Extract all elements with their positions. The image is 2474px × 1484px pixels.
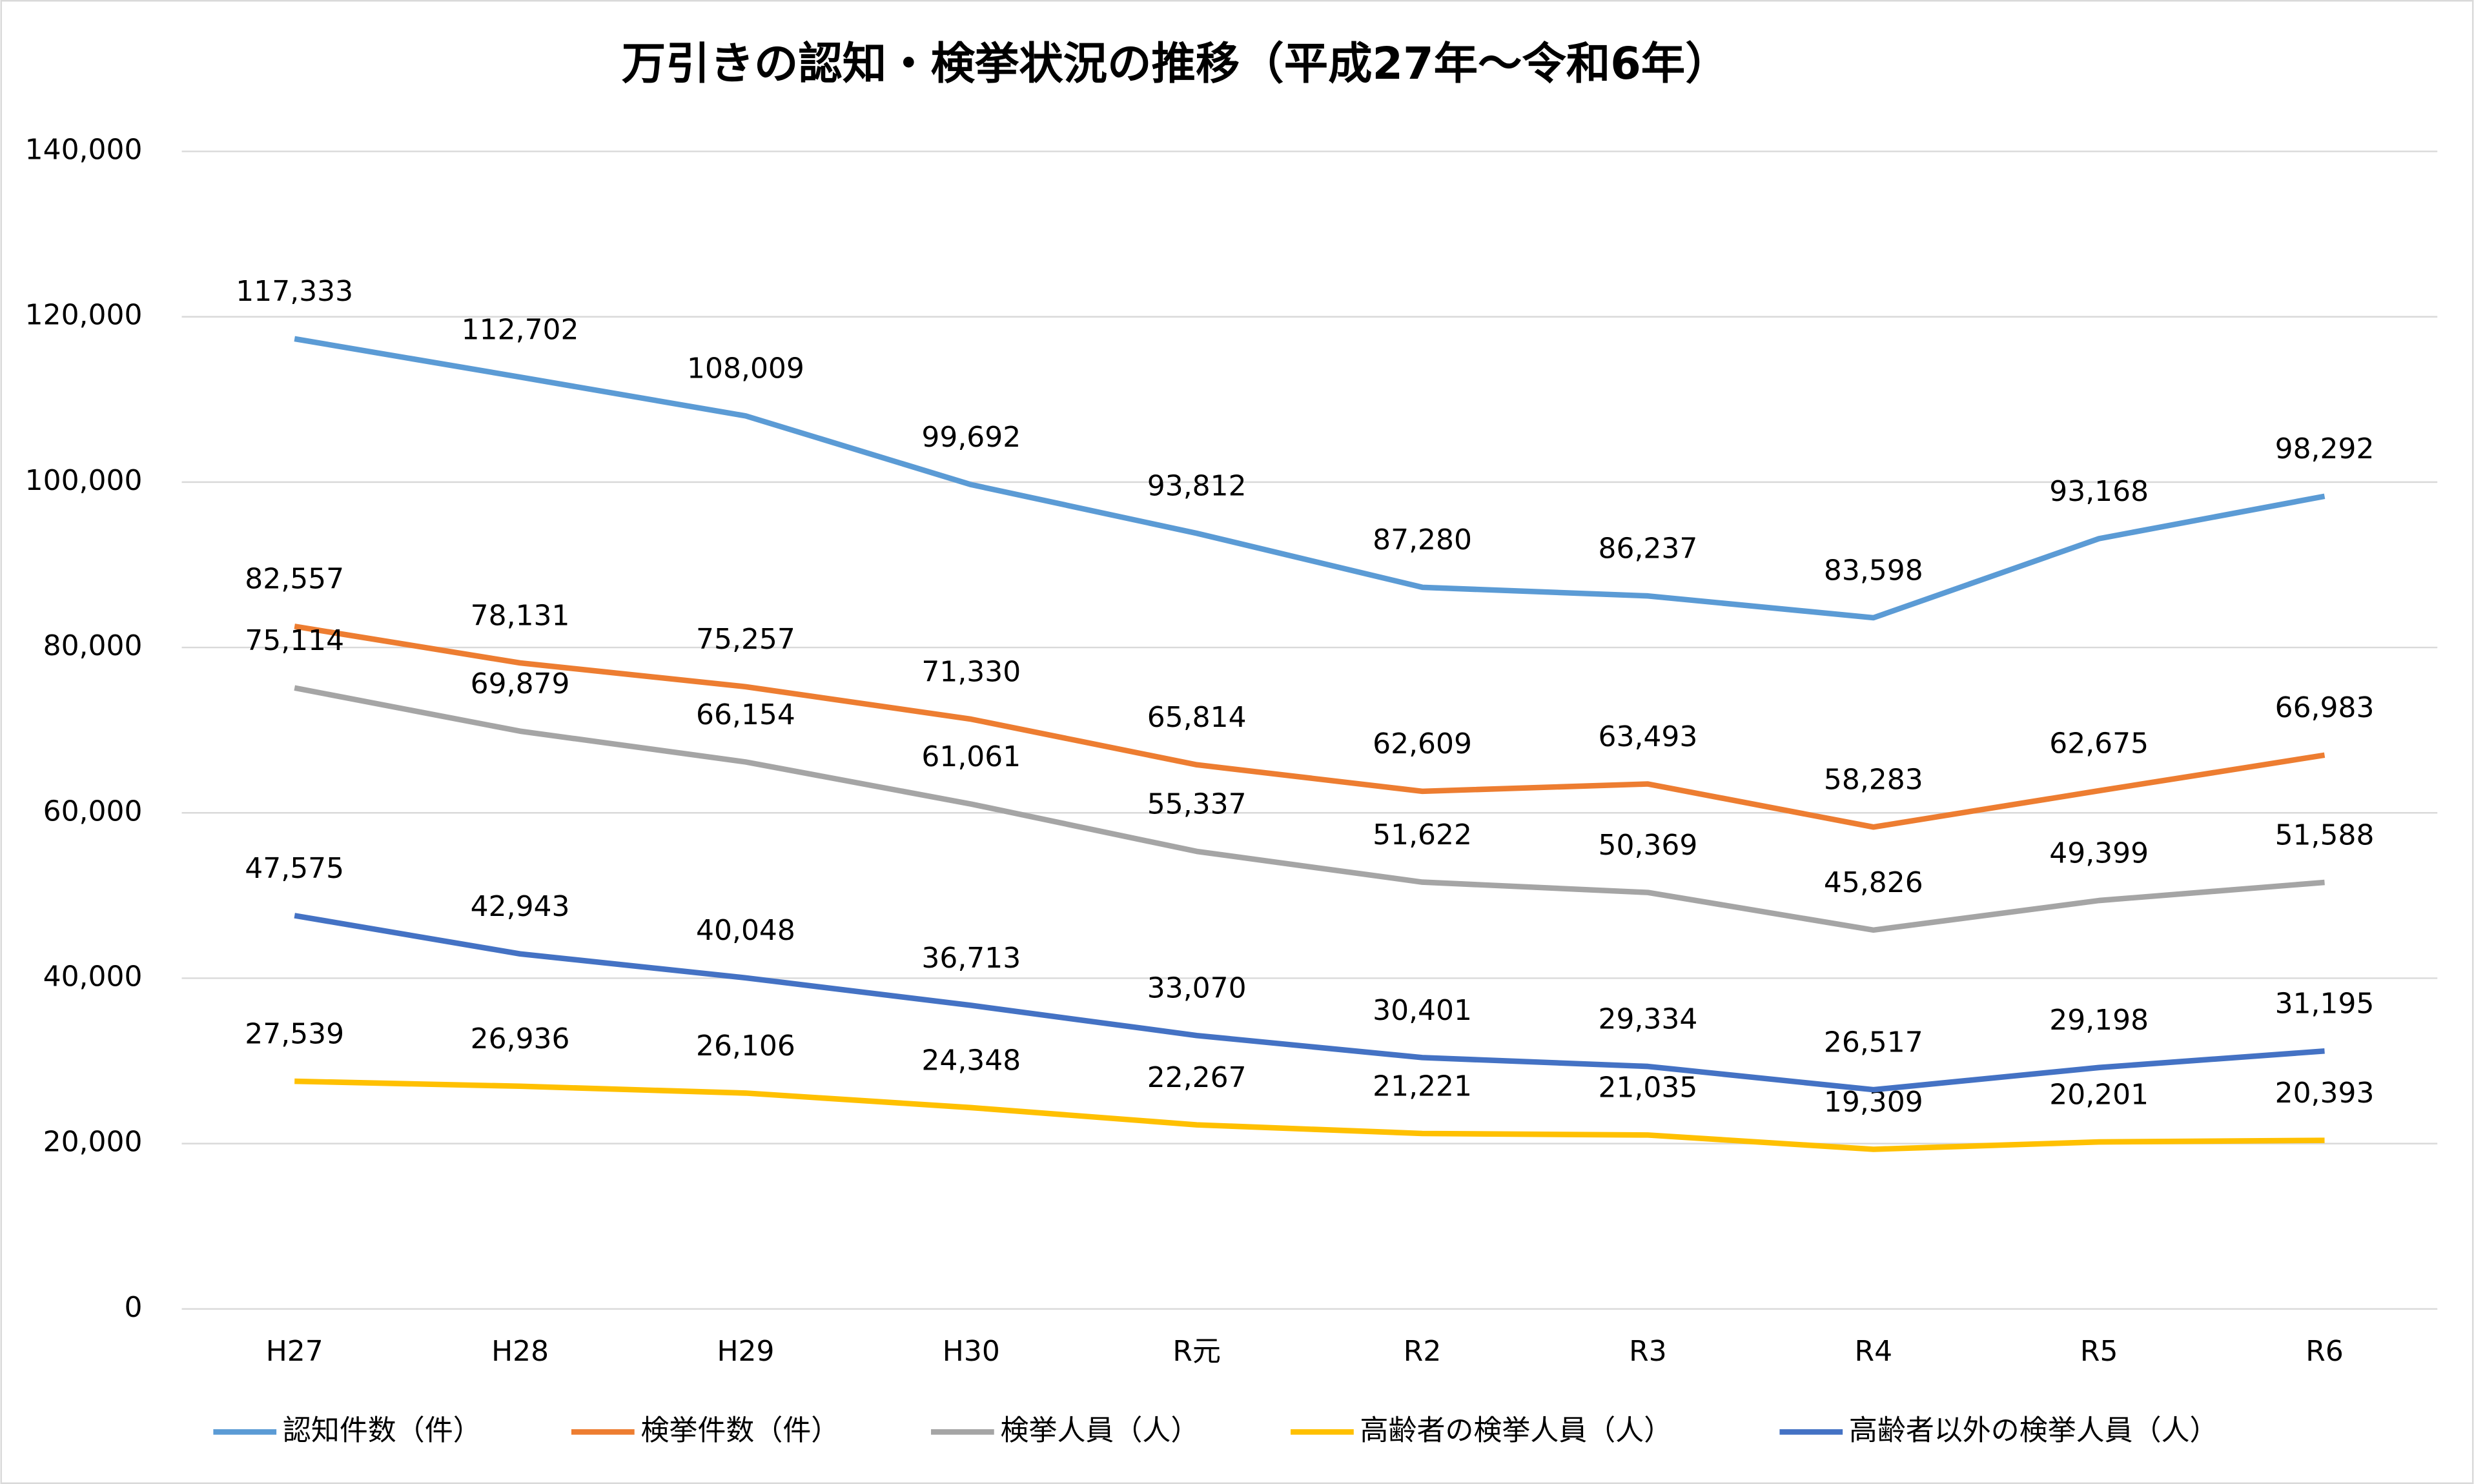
data-label: 21,035 [1599, 1072, 1698, 1104]
data-label: 51,622 [1373, 818, 1472, 851]
data-label: 22,267 [1147, 1061, 1247, 1094]
data-label: 75,114 [245, 624, 344, 657]
y-tick-label: 140,000 [25, 134, 143, 167]
data-label: 36,713 [921, 942, 1021, 975]
x-tick-label: H27 [266, 1335, 323, 1368]
y-tick-label: 20,000 [43, 1126, 143, 1159]
data-label: 21,221 [1373, 1070, 1472, 1103]
data-label: 117,333 [236, 275, 353, 308]
data-label: 66,983 [2275, 691, 2375, 724]
data-label: 45,826 [1824, 866, 1923, 899]
series-line [294, 624, 2326, 830]
x-tick-label: H28 [491, 1335, 549, 1368]
chart-title: 万引きの認知・検挙状況の推移（平成27年～令和6年） [622, 39, 1730, 90]
data-label: 50,369 [1599, 829, 1698, 862]
data-label: 30,401 [1373, 994, 1472, 1027]
x-tick-label: H29 [717, 1335, 774, 1368]
x-tick-label: R2 [1404, 1335, 1442, 1368]
data-label: 71,330 [921, 656, 1021, 689]
data-label: 108,009 [687, 352, 804, 385]
data-label: 99,692 [921, 421, 1021, 454]
data-label: 61,061 [921, 740, 1021, 773]
legend-label: 高齢者以外の検挙人員（人） [1849, 1414, 2218, 1447]
y-tick-label: 0 [124, 1291, 142, 1324]
y-tick-label: 40,000 [43, 960, 143, 993]
y-tick-label: 100,000 [25, 464, 143, 497]
data-label: 58,283 [1824, 764, 1923, 797]
data-label: 26,936 [471, 1022, 570, 1055]
data-label: 47,575 [245, 852, 344, 885]
x-tick-label: R5 [2080, 1335, 2118, 1368]
series-line [294, 336, 2326, 621]
data-label: 82,557 [245, 563, 344, 596]
x-tick-label: H30 [943, 1335, 1000, 1368]
legend-label: 検挙人員（人） [1001, 1414, 1200, 1447]
data-label: 33,070 [1147, 972, 1247, 1005]
data-label: 42,943 [471, 890, 570, 923]
data-label: 26,517 [1824, 1026, 1923, 1059]
data-label: 112,702 [462, 314, 579, 347]
data-label: 66,154 [696, 698, 795, 731]
data-label: 31,195 [2275, 988, 2375, 1021]
data-label: 26,106 [696, 1030, 795, 1062]
data-label: 29,198 [2049, 1004, 2149, 1037]
data-label: 51,588 [2275, 818, 2375, 851]
data-label: 69,879 [471, 667, 570, 700]
x-tick-label: R4 [1855, 1335, 1893, 1368]
series-line [294, 1078, 2325, 1152]
legend-label: 高齢者の検挙人員（人） [1360, 1414, 1673, 1447]
x-tick-label: R3 [1629, 1335, 1667, 1368]
data-label: 83,598 [1824, 554, 1923, 587]
data-label: 93,812 [1147, 470, 1247, 503]
data-label: 24,348 [921, 1044, 1021, 1077]
data-label: 63,493 [1599, 720, 1698, 753]
legend-label: 検挙件数（件） [640, 1414, 839, 1447]
data-label: 78,131 [471, 599, 570, 632]
data-label: 93,168 [2049, 475, 2149, 508]
data-label: 49,399 [2049, 837, 2149, 869]
data-label: 87,280 [1373, 523, 1472, 556]
data-label: 98,292 [2275, 432, 2375, 465]
data-label: 86,237 [1599, 533, 1698, 565]
x-tick-label: R元 [1172, 1335, 1221, 1368]
data-label: 75,257 [696, 623, 795, 656]
data-label: 20,393 [2275, 1077, 2375, 1110]
y-tick-label: 60,000 [43, 795, 143, 828]
legend-label: 認知件数（件） [283, 1414, 482, 1447]
data-label: 62,609 [1373, 727, 1472, 760]
data-label: 29,334 [1599, 1002, 1698, 1035]
data-label: 65,814 [1147, 701, 1247, 734]
data-label: 55,337 [1147, 788, 1247, 820]
data-label: 62,675 [2049, 727, 2149, 760]
series-line [294, 913, 2325, 1093]
series-line [294, 685, 2325, 933]
y-tick-label: 120,000 [25, 299, 143, 332]
y-tick-label: 80,000 [43, 629, 143, 662]
data-label: 20,201 [2049, 1078, 2149, 1111]
x-tick-label: R6 [2305, 1335, 2344, 1368]
data-label: 27,539 [245, 1017, 344, 1050]
data-label: 40,048 [696, 914, 795, 947]
